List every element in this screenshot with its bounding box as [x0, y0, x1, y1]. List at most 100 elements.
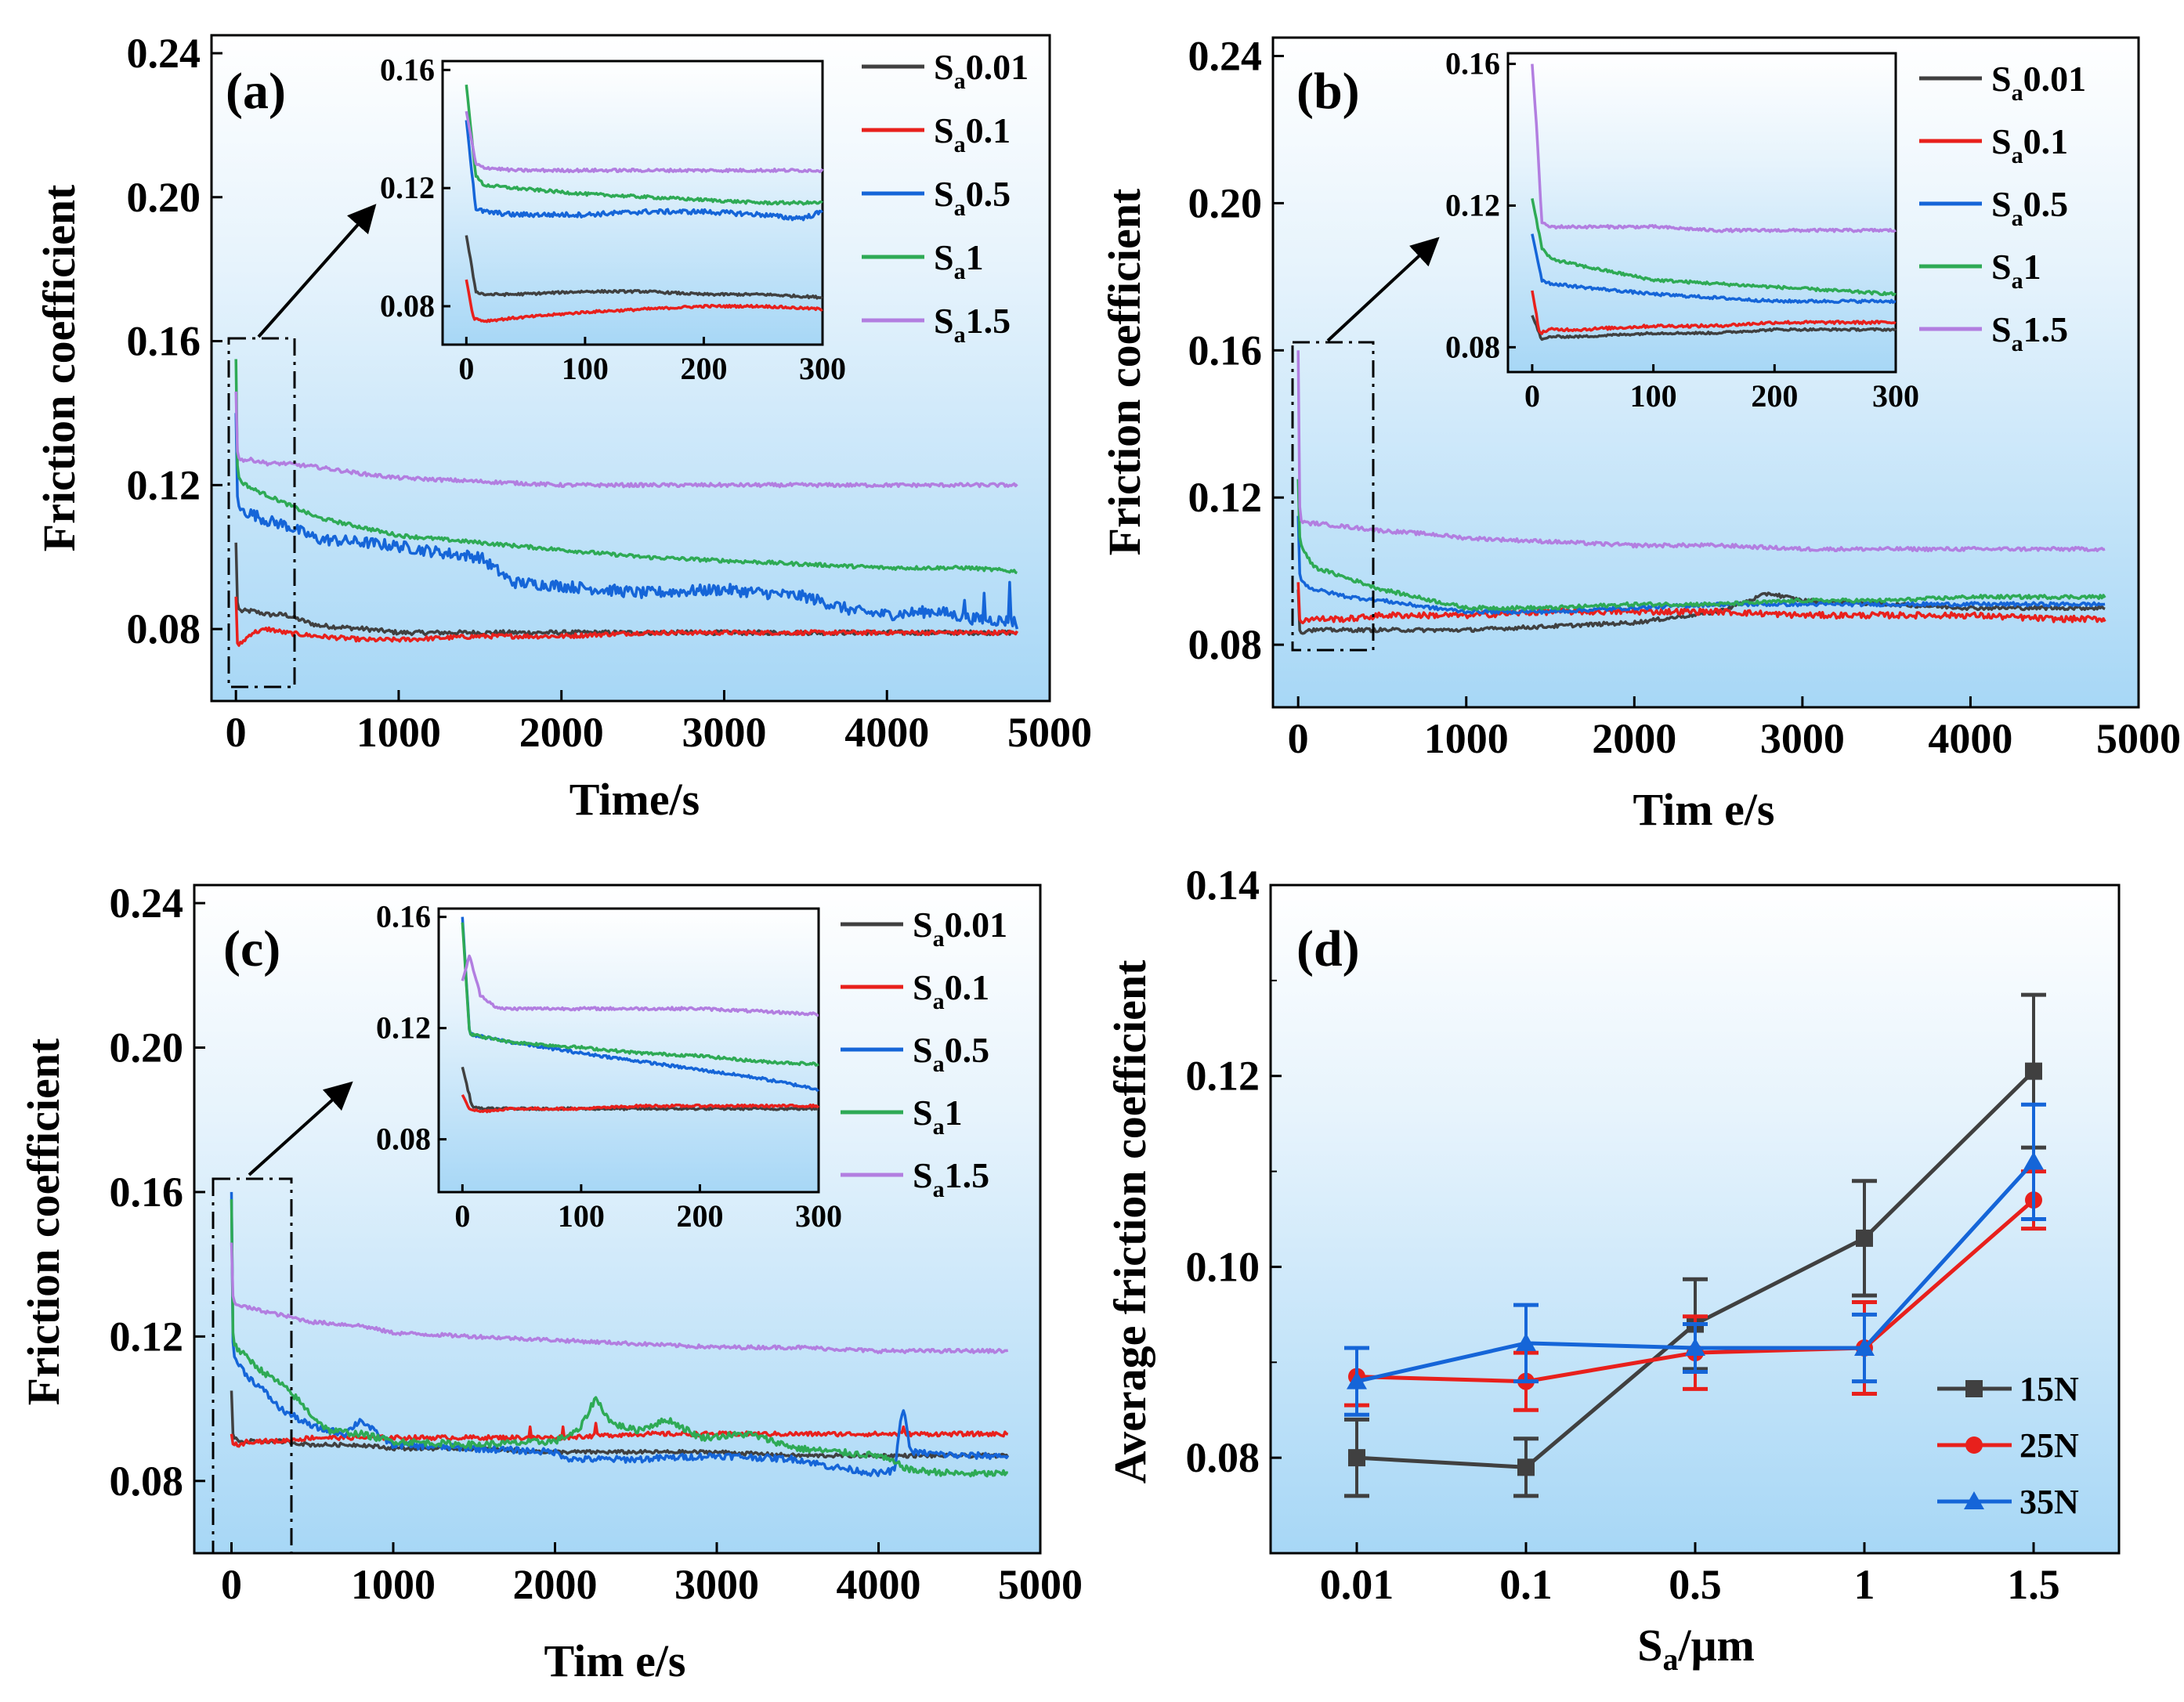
y-axis-label-d: Average friction coefficient	[1105, 959, 1155, 1483]
inset-axes-b: 0 100 200 300 0.08 0.12 0.16	[1445, 46, 1919, 414]
legend-label-value: 0.01	[945, 905, 1008, 945]
series-lines-c	[230, 1191, 1010, 1478]
legend-label-d-2: 35N	[2019, 1483, 2079, 1521]
series-line-b-Sa0.1	[1296, 582, 2106, 625]
axis-a-y-tick-label-4: 0.24	[127, 30, 201, 77]
axis-d-y-tick-label-1: 0.10	[1186, 1243, 1260, 1290]
legend-label-prefix: S	[1991, 247, 2012, 287]
x-axis-label-a: Time/s	[570, 774, 700, 825]
inset-axis-b-x-tick-label-3: 300	[1872, 378, 1919, 414]
legend-label-value: 0.1	[2023, 121, 2069, 161]
series-line-c-Sa0.5	[230, 1191, 1010, 1477]
inset-b: 0 100 200 300 0.08 0.12 0.16	[1445, 46, 1919, 414]
inset-plot-area-b	[1506, 52, 1897, 374]
legend-label-value: 1	[966, 237, 984, 277]
inset-axis-a-x-tick-label-0: 0	[458, 351, 474, 386]
inset-series-line-a-Sa1	[465, 85, 823, 206]
legend-label-prefix: S	[913, 967, 933, 1007]
legend-label-sub: a	[2012, 331, 2023, 356]
axis-c-y-tick-label-3: 0.20	[110, 1024, 184, 1071]
legend-label-c-1: Sa0.1	[913, 967, 989, 1014]
legend-label-prefix: S	[913, 905, 933, 945]
panel-label-d: (d)	[1296, 920, 1360, 977]
zoom-arrow-a	[257, 204, 377, 338]
legend-label-value: 1.5	[966, 301, 1011, 341]
data-point-d-35N-0	[1347, 1371, 1367, 1389]
inset-series-lines-a	[465, 85, 824, 323]
legend-label-sub: a	[954, 132, 966, 157]
axis-d-x-tick-label-2: 0.5	[1669, 1561, 1722, 1608]
legend-label-sub: a	[933, 1114, 945, 1140]
axis-a-x-tick-label-5: 5000	[1007, 709, 1092, 756]
panel-a: 0 1000 2000 3000 4000 50000.080.120.160.200.2…	[34, 30, 1092, 825]
legend-label-sub: a	[933, 988, 945, 1014]
inset-series-line-c-Sa0.1	[461, 1093, 820, 1114]
inset-axis-a-x-tick-label-2: 200	[680, 351, 727, 386]
axis-b-y-tick-label-3: 0.20	[1188, 179, 1263, 226]
legend-label-prefix: S	[1991, 59, 2012, 99]
series-line-b-Sa1	[1296, 479, 2106, 612]
legend-label-value: 0.5	[966, 174, 1011, 214]
axis-a-x-tick-label-0: 0	[226, 709, 247, 756]
zoom-box-c	[212, 1177, 293, 1555]
axis-d-y-tick-label-2: 0.12	[1186, 1053, 1260, 1100]
legend-label-value: 0.1	[966, 110, 1011, 150]
legend-label-value: 0.1	[945, 967, 990, 1007]
data-point-d-35N-4	[2023, 1151, 2044, 1170]
series-line-c-Sa0.1	[230, 1422, 1009, 1448]
legend-label-sub: a	[954, 195, 966, 221]
legend-label-sub: a	[954, 258, 966, 284]
legend-label-sub: a	[933, 1176, 945, 1202]
legend-label-prefix: S	[934, 47, 954, 87]
legend-label-sub: a	[933, 1051, 945, 1077]
y-axis-label-b: Friction coefficient	[1099, 188, 1150, 555]
x-axis-label-d-unit: /μm	[1677, 1620, 1754, 1671]
series-line-c-Sa1	[230, 1199, 1009, 1478]
axis-a-x-tick-label-4: 4000	[844, 709, 929, 756]
axis-a-y-tick-label-3: 0.20	[127, 174, 201, 221]
inset-series-line-a-Sa0.5	[465, 120, 823, 222]
inset-axis-c-y-tick-label-2: 0.16	[376, 899, 431, 934]
legend-label-prefix: S	[913, 1155, 933, 1195]
inset-series-line-c-Sa1	[461, 922, 819, 1067]
panel-label-b: (b)	[1296, 63, 1360, 120]
axes-b: 0 1000 2000 3000 4000 50000.080.120.160.200.2…	[1188, 32, 2182, 762]
axes-c: 0 1000 2000 3000 4000 50000.080.120.160.200.2…	[110, 880, 1083, 1608]
inset-series-line-a-Sa0.01	[465, 235, 823, 300]
panel-label-a: (a)	[226, 63, 286, 120]
x-axis-label-d-sub: a	[1662, 1642, 1678, 1677]
data-point-d-35N-2	[1685, 1338, 1705, 1357]
axes-d: 0.01 0.1 0.5 1 1.5 0.08 0.10 0.12 0.14	[1186, 862, 2060, 1608]
series-line-c-Sa1.5	[230, 1242, 1009, 1354]
axis-d-y-tick-label-3: 0.14	[1186, 862, 1260, 909]
inset-axis-a-y-tick-label-2: 0.16	[380, 52, 435, 87]
axis-b-y-tick-label-1: 0.12	[1188, 474, 1263, 521]
inset-axis-b-x-tick-label-1: 100	[1630, 378, 1677, 414]
inset-axis-c-x-tick-label-3: 300	[795, 1198, 842, 1234]
legend-label-b-4: Sa1.5	[1991, 309, 2068, 356]
legend-label-c-4: Sa1.5	[913, 1155, 989, 1202]
legend-label-a-4: Sa1.5	[934, 301, 1011, 348]
data-point-d-15N-3	[1856, 1229, 1873, 1247]
axis-b-y-tick-label-0: 0.08	[1188, 621, 1263, 668]
axis-c-x-tick-label-0: 0	[221, 1561, 242, 1608]
legend-label-value: 1	[2023, 247, 2041, 287]
inset-axis-b-x-tick-label-0: 0	[1524, 378, 1540, 414]
series-lines-d	[1344, 992, 2046, 1498]
inset-axis-c-y-tick-label-0: 0.08	[376, 1122, 431, 1157]
zoom-arrow-b	[1326, 237, 1440, 342]
inset-axis-c-y-tick-label-1: 0.12	[376, 1010, 431, 1046]
inset-series-line-c-Sa1.5	[461, 954, 819, 1017]
axis-a-x-tick-label-2: 2000	[519, 709, 604, 756]
legend-label-prefix: S	[913, 1093, 933, 1133]
y-axis-label-a: Friction coefficient	[34, 184, 85, 551]
axis-d-x-tick-label-0: 0.01	[1320, 1561, 1394, 1608]
inset-series-line-b-Sa0.1	[1531, 290, 1897, 335]
legend-label-b-2: Sa0.5	[1991, 184, 2068, 231]
axis-c-y-tick-label-2: 0.16	[110, 1169, 184, 1216]
panel-d: 0.01 0.1 0.5 1 1.5 0.08 0.10 0.12 0.14 15N 25N 35N…	[1105, 862, 2121, 1677]
axis-a-y-tick-label-0: 0.08	[127, 605, 201, 652]
legend-label-c-2: Sa0.5	[913, 1030, 989, 1077]
